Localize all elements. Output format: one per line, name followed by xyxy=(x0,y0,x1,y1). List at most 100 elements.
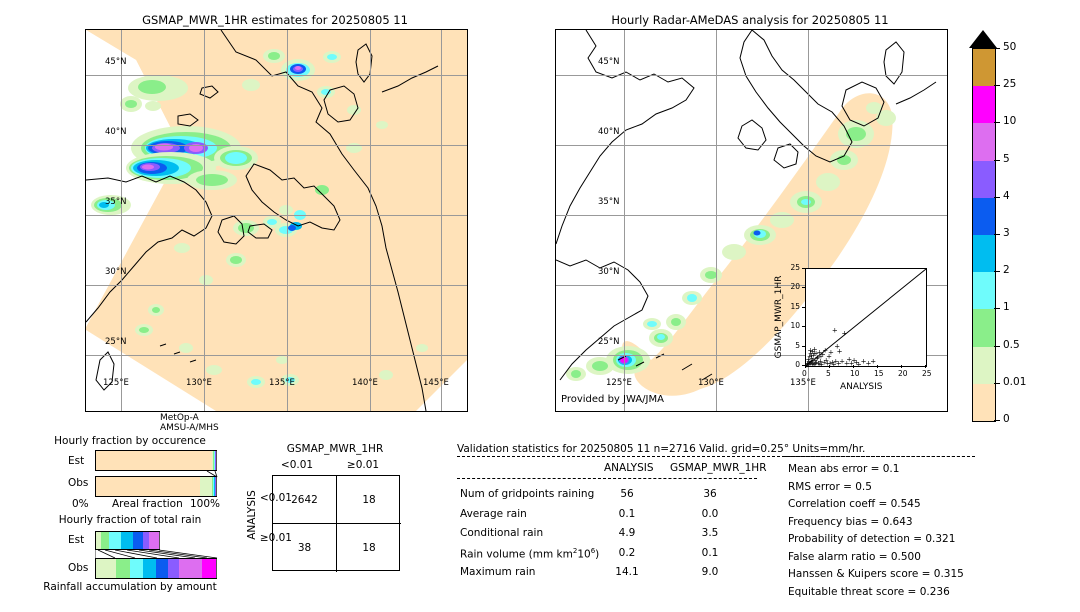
left-lat-label-35: 35°N xyxy=(105,197,127,207)
right-lat-label-25: 25°N xyxy=(598,337,620,347)
contingency-cell-1-1: 18 xyxy=(362,542,376,554)
gridline-lon-125-right xyxy=(624,30,625,411)
colorbar-label: 5 xyxy=(1003,152,1010,165)
scatter-point: + xyxy=(816,360,823,369)
occurrence-chart-title: Hourly fraction by occurence xyxy=(54,435,206,447)
amount-connector xyxy=(95,549,218,559)
colorbar-label: 1 xyxy=(1003,301,1010,314)
colorbar-tick xyxy=(994,308,1000,310)
scatter-point: + xyxy=(824,359,831,368)
scatter-point: + xyxy=(809,356,816,365)
validation-score: False alarm ratio = 0.500 xyxy=(788,550,921,563)
scatter-point: + xyxy=(843,359,850,368)
scatter-point: + xyxy=(806,352,813,361)
scatter-plot[interactable]: + + + + + + + + + + + + + + + + + + + + + + + + + + + + + + + + + + + + + + + +… xyxy=(804,268,927,369)
scatter-point: + xyxy=(853,358,860,367)
scatter-point: + xyxy=(808,358,815,367)
colorbar-segment xyxy=(973,123,995,161)
scatter-ytick-label: 0 xyxy=(795,360,800,369)
scatter-point: + xyxy=(811,345,818,354)
scatter-point: + xyxy=(807,359,814,368)
validation-row-label: Average rain xyxy=(460,507,527,520)
colorbar-label: 0.5 xyxy=(1003,338,1020,351)
left-lon-label-125: 125°E xyxy=(103,378,129,388)
gsmap-estimate-map[interactable] xyxy=(85,29,468,412)
occurrence-axis-right: 100% xyxy=(190,498,221,510)
scatter-point: + xyxy=(827,359,833,368)
scatter-point: + xyxy=(813,349,820,358)
scatter-xlabel: ANALYSIS xyxy=(840,382,883,392)
bar-segment xyxy=(129,559,144,578)
gridline-lon-140 xyxy=(370,30,371,411)
scatter-point: + xyxy=(817,357,824,366)
amount-est-label: Est xyxy=(68,534,85,546)
left-lon-label-145: 145°E xyxy=(423,378,449,388)
gridline-lon-135-right xyxy=(808,30,809,411)
right-lon-label-135: 135°E xyxy=(790,378,816,388)
colorbar xyxy=(972,48,996,422)
scatter-ytick xyxy=(802,365,805,366)
scatter-point: + xyxy=(846,355,853,364)
colorbar-segment xyxy=(973,309,995,347)
scatter-point: + xyxy=(810,359,817,368)
bar-segment xyxy=(201,559,217,578)
colorbar-tick xyxy=(994,271,1000,273)
occurrence-est-label: Est xyxy=(68,455,85,467)
gridline-lon-130 xyxy=(204,30,205,411)
scatter-ytick-label: 25 xyxy=(790,263,800,272)
scatter-point: + xyxy=(810,351,817,360)
validation-row-label: Conditional rain xyxy=(460,527,544,539)
colorbar-label: 50 xyxy=(1003,41,1017,53)
scatter-xtick-label: 0 xyxy=(802,369,807,378)
data-credit: Provided by JWA/JMA xyxy=(561,394,664,405)
right-lat-label-30: 30°N xyxy=(598,267,620,277)
colorbar-tick xyxy=(994,48,1000,49)
scatter-ytick-label: 5 xyxy=(795,340,800,350)
scatter-point: + xyxy=(831,326,838,335)
colorbar-segment xyxy=(973,346,995,384)
colorbar-label: 0.01 xyxy=(1003,375,1027,388)
precip-field-left xyxy=(91,49,428,388)
validation-row-analysis: 56 xyxy=(620,488,634,500)
validation-rule-2 xyxy=(457,478,757,479)
validation-score: Hanssen & Kuipers score = 0.315 xyxy=(788,568,964,580)
coastline-left xyxy=(86,30,439,411)
colorbar-segment xyxy=(973,49,995,87)
validation-score: RMS error = 0.5 xyxy=(788,480,872,493)
validation-row-gsmap: 0.0 xyxy=(701,507,719,520)
validation-row-label: Maximum rain xyxy=(460,566,536,578)
bar-segment xyxy=(116,559,131,578)
scatter-point: + xyxy=(806,359,813,368)
scatter-point: + xyxy=(805,357,812,366)
scatter-point: + xyxy=(860,357,867,366)
gridline-lon-135 xyxy=(287,30,288,411)
colorbar-segment xyxy=(973,160,995,198)
scatter-xtick xyxy=(877,365,878,368)
colorbar-segment xyxy=(973,197,995,235)
scatter-point: + xyxy=(809,347,816,356)
scatter-point: + xyxy=(841,329,848,338)
right-lat-label-40: 40°N xyxy=(598,127,620,137)
validation-row-gsmap: 0.1 xyxy=(701,546,719,559)
bar-segment xyxy=(96,559,118,578)
left-lat-label-30: 30°N xyxy=(105,267,127,277)
scatter-point: + xyxy=(870,357,877,366)
gridline-lat-35 xyxy=(86,215,467,216)
validation-row-gsmap: 9.0 xyxy=(701,566,719,578)
scatter-point: + xyxy=(865,359,872,368)
occurrence-est-bar xyxy=(95,450,217,471)
gridline-lon-130-right xyxy=(716,30,717,411)
scatter-point: + xyxy=(812,356,819,365)
left-lat-label-25: 25°N xyxy=(105,337,127,347)
left-lon-label-140: 140°E xyxy=(352,378,378,388)
scatter-point: + xyxy=(821,358,828,367)
bar-segment xyxy=(178,559,203,578)
scatter-point: + xyxy=(812,359,819,368)
left-lat-label-40: 40°N xyxy=(105,127,127,137)
colorbar-tick xyxy=(994,345,1000,347)
scatter-point: + xyxy=(834,342,841,351)
gridline-lat-45 xyxy=(86,75,467,76)
gridline-lon-125 xyxy=(121,30,122,411)
scatter-xtick xyxy=(829,365,830,368)
scatter-ytick xyxy=(802,326,805,328)
